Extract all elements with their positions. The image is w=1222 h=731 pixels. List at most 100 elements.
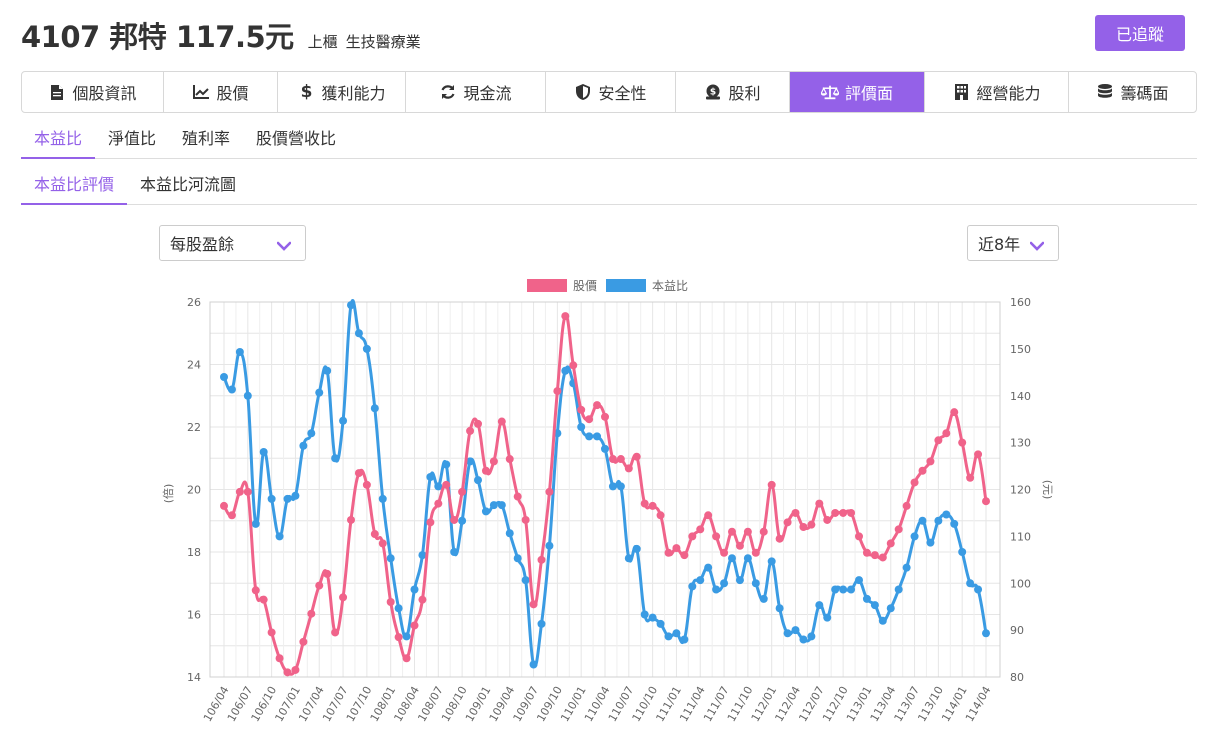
tab-stock-info[interactable]: 個股資訊 [22, 72, 164, 112]
pe-point [688, 582, 697, 591]
tab-cash-flow[interactable]: 現金流 [406, 72, 546, 112]
pe-point [331, 454, 340, 463]
pe-point [640, 610, 649, 619]
price-point [354, 469, 363, 478]
pe-point [934, 516, 943, 525]
price-point [791, 508, 800, 517]
refresh-icon [439, 83, 457, 101]
pe-point [243, 391, 252, 400]
chart-line-icon [192, 83, 210, 101]
price-point [458, 487, 467, 496]
price-point [569, 361, 578, 370]
y-right-tick-label: 160 [1010, 296, 1031, 309]
price-point [362, 480, 371, 489]
price-point [862, 548, 871, 557]
pe-point [982, 629, 990, 638]
y-right-tick-label: 130 [1010, 437, 1031, 450]
pe-point [593, 432, 602, 441]
pe-point [918, 516, 927, 525]
tab-profitability[interactable]: $ 獲利能力 [278, 72, 406, 112]
pe-point [259, 448, 268, 456]
price-point [720, 548, 729, 557]
pe-point [974, 585, 983, 594]
price-point [378, 539, 387, 548]
pe-point [386, 554, 395, 563]
price-point [640, 499, 649, 508]
eps-select[interactable]: 每股盈餘 [159, 225, 306, 261]
pe-point [728, 554, 736, 563]
price-point [735, 541, 744, 550]
price-point [918, 466, 927, 475]
price-point [966, 473, 975, 482]
price-point [442, 480, 451, 489]
tab-safety[interactable]: 安全性 [546, 72, 676, 112]
pe-point [370, 404, 379, 413]
pe-point [839, 585, 848, 594]
shield-icon [574, 83, 592, 101]
tab-pb-ratio[interactable]: 淨值比 [108, 129, 157, 148]
price-point [505, 455, 514, 464]
pe-point [458, 516, 467, 525]
database-icon [1096, 83, 1114, 101]
price-point [886, 539, 895, 548]
tab-pe-river-chart[interactable]: 本益比河流圖 [140, 175, 237, 194]
price-point [974, 450, 983, 459]
pe-point [275, 532, 284, 541]
price-point [577, 405, 586, 414]
pe-point [394, 604, 403, 613]
pe-point [672, 629, 681, 638]
main-tab-bar: 個股資訊 股價 $ 獲利能力 現金流 安全性 $ 股利 評價面 經營能力 籌碼面 [21, 71, 1197, 113]
pe-point [235, 348, 244, 356]
tab-dividend[interactable]: $ 股利 [676, 72, 790, 112]
tab-valuation[interactable]: 評價面 [790, 72, 925, 112]
pe-point [291, 491, 300, 500]
price-point [902, 501, 911, 510]
pe-point [648, 613, 657, 622]
tab-ps-ratio[interactable]: 股價營收比 [256, 129, 337, 148]
document-icon [48, 83, 66, 101]
price-point [807, 520, 816, 529]
pe-point [624, 554, 633, 563]
price-point [220, 501, 228, 510]
balance-scale-icon [820, 83, 839, 101]
chevron-down-icon [1029, 236, 1045, 255]
tab-stock-price[interactable]: 股價 [164, 72, 278, 112]
pe-point [966, 579, 975, 588]
legend-swatch [527, 279, 567, 292]
tab-pe-ratio[interactable]: 本益比 [21, 120, 96, 159]
pe-point [450, 548, 459, 556]
price-point [299, 637, 308, 646]
y-left-tick-label: 18 [187, 546, 201, 559]
price-point [926, 457, 935, 466]
dollar-icon: $ [300, 82, 313, 102]
pe-point [354, 329, 363, 338]
pe-point [227, 385, 236, 394]
pe-point [847, 585, 856, 594]
period-select[interactable]: 近8年 [967, 225, 1059, 261]
price-point [259, 595, 268, 604]
tab-pe-valuation[interactable]: 本益比評價 [21, 166, 128, 205]
pe-point [902, 563, 911, 572]
pe-point [855, 576, 863, 585]
tab-operating-capability[interactable]: 經營能力 [925, 72, 1069, 112]
pe-point [577, 423, 586, 431]
y-left-axis-title: (倍) [161, 484, 175, 504]
page-title: 4107 邦特 117.5元 [21, 20, 294, 54]
price-point [410, 621, 419, 630]
price-point [680, 551, 689, 560]
pe-point [696, 576, 705, 585]
price-point [743, 527, 752, 536]
tab-dividend-yield[interactable]: 殖利率 [182, 129, 231, 148]
pe-point [315, 388, 324, 397]
price-point [331, 628, 340, 637]
pe-point [616, 482, 625, 491]
price-point [466, 426, 475, 435]
tab-chips[interactable]: 籌碼面 [1069, 72, 1196, 112]
pe-point [656, 619, 665, 628]
follow-button[interactable]: 已追蹤 [1095, 15, 1185, 51]
price-point [307, 609, 316, 618]
pe-point [894, 585, 903, 594]
price-point [799, 523, 808, 531]
pe-point [378, 494, 387, 503]
y-left-tick-label: 16 [187, 609, 201, 622]
